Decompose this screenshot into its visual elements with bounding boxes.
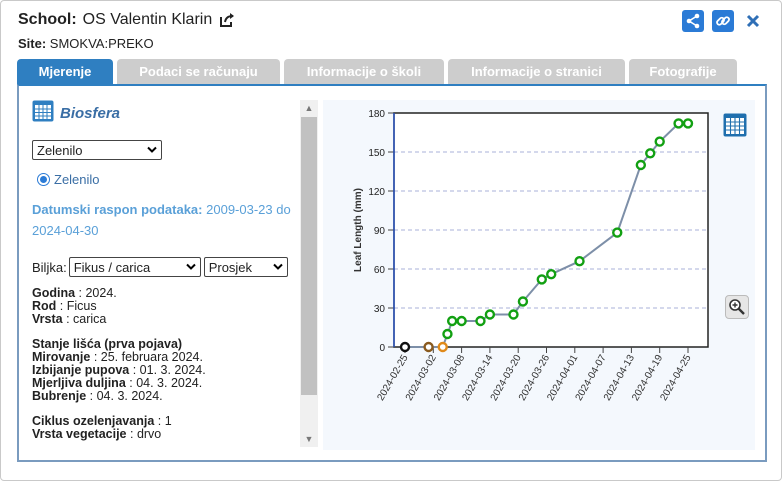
y-tick-label: 0 xyxy=(379,343,385,354)
date-range: Datumski raspon podataka: 2009-03-23 do … xyxy=(32,199,302,241)
data-point xyxy=(399,341,411,353)
info-cycle: Ciklus ozelenjavanja : 1 xyxy=(32,414,172,428)
copy-link-button[interactable] xyxy=(712,10,734,32)
plant-select[interactable]: Fikus / carica xyxy=(68,257,201,277)
data-point xyxy=(517,296,529,307)
tab-informacije-stranica[interactable]: Informacije o stranici xyxy=(448,59,625,84)
data-point xyxy=(654,136,665,147)
y-tick-label: 30 xyxy=(374,304,386,315)
chart-area: 0 30 60 90 120 150 180 2024-02-25 2024-03-02 2024… xyxy=(323,100,755,450)
link-icon xyxy=(716,16,730,26)
measurement-panel: Biosfera Zelenilo Zelenilo Datumski rasp… xyxy=(17,84,767,462)
info-budburst: Izbijanje pupova : 01. 3. 2024. xyxy=(32,363,206,377)
data-point xyxy=(673,118,684,129)
data-point xyxy=(423,341,434,353)
data-point xyxy=(574,255,585,267)
data-point xyxy=(442,328,453,340)
site-label: Site: xyxy=(18,36,47,51)
close-icon xyxy=(746,14,760,28)
y-tick-label: 60 xyxy=(374,265,386,276)
data-point xyxy=(645,148,656,159)
info-species: Vrsta : carica xyxy=(32,312,107,326)
info-genus: Rod : Ficus xyxy=(32,299,97,313)
site-line: Site: SMOKVA:PREKO xyxy=(18,36,764,51)
share-icon xyxy=(686,13,700,29)
date-range-value: 2009-03-23 do 2024-04-30 xyxy=(32,202,291,238)
radio-label: Zelenilo xyxy=(54,172,100,187)
plant-select-value: Fikus / carica xyxy=(73,259,151,275)
data-point xyxy=(546,268,557,280)
info-swelling: Bubrenje : 04. 3. 2024. xyxy=(32,389,163,403)
scroll-thumb[interactable] xyxy=(301,117,317,395)
data-point xyxy=(635,159,647,171)
y-tick-label: 150 xyxy=(368,148,385,159)
popup-header: School: OS Valentin Klarin Site: SMOKVA:… xyxy=(18,10,764,58)
chevron-down-icon xyxy=(147,146,157,153)
plant-info: Godina : 2024. Rod : Ficus Vrsta : caric… xyxy=(32,287,319,441)
plant-label: Biljka: xyxy=(32,259,67,275)
data-point xyxy=(484,309,496,320)
data-point xyxy=(437,341,448,353)
site-name: SMOKVA:PREKO xyxy=(49,36,154,51)
table-icon[interactable] xyxy=(32,100,54,126)
tab-podaci[interactable]: Podaci se računaju xyxy=(117,59,280,84)
info-vegetation: Vrsta vegetacije : drvo xyxy=(32,427,162,441)
header-actions xyxy=(682,10,764,32)
tab-mjerenje[interactable]: Mjerenje xyxy=(17,59,113,84)
plant-row: Biljka: Fikus / carica Prosjek xyxy=(32,257,319,277)
school-line: School: OS Valentin Klarin xyxy=(18,10,764,30)
close-button[interactable] xyxy=(742,10,764,32)
biosphere-heading: Biosfera xyxy=(32,100,319,126)
radio-option[interactable]: Zelenilo xyxy=(37,172,319,187)
info-year: Godina : 2024. xyxy=(32,286,117,300)
data-point xyxy=(446,315,458,327)
data-point xyxy=(612,227,623,238)
external-link-icon[interactable] xyxy=(218,11,236,29)
scroll-up-arrow-icon[interactable]: ▲ xyxy=(304,103,314,113)
data-point xyxy=(536,274,547,285)
chevron-down-icon xyxy=(272,263,283,270)
magnifier-plus-icon xyxy=(729,299,745,315)
info-measurable: Mjerljiva duljina : 04. 3. 2024. xyxy=(32,376,203,390)
aggregation-select-value: Prosjek xyxy=(208,259,253,275)
y-tick-label: 120 xyxy=(368,187,385,198)
tab-bar: Mjerenje Podaci se računaju Informacije … xyxy=(17,59,737,84)
chevron-down-icon xyxy=(185,263,196,270)
aggregation-select[interactable]: Prosjek xyxy=(203,257,288,277)
tab-informacije-skola[interactable]: Informacije o školi xyxy=(284,59,444,84)
y-tick-label: 90 xyxy=(374,226,386,237)
leaf-length-chart: 03060901201501802024-02-252024-03-022024… xyxy=(353,109,709,403)
table-icon xyxy=(723,113,747,137)
scroll-down-arrow-icon[interactable]: ▼ xyxy=(304,434,314,444)
data-table-button[interactable] xyxy=(723,113,747,142)
data-point xyxy=(682,118,694,129)
school-label: School: xyxy=(18,11,77,28)
y-axis-title: Leaf Length (mm) xyxy=(353,188,364,272)
protocol-select-value: Zelenilo xyxy=(37,142,83,158)
radio-button[interactable] xyxy=(37,173,50,186)
zoom-button[interactable] xyxy=(725,295,749,319)
date-range-label: Datumski raspon podataka: xyxy=(32,202,203,217)
left-pane: Biosfera Zelenilo Zelenilo Datumski rasp… xyxy=(19,86,319,446)
school-name: OS Valentin Klarin xyxy=(82,11,213,28)
y-tick-label: 180 xyxy=(368,109,385,120)
biosphere-title: Biosfera xyxy=(60,104,121,122)
left-scrollbar[interactable]: ▲ ▼ xyxy=(300,100,318,447)
protocol-select[interactable]: Zelenilo xyxy=(32,140,162,160)
share-button[interactable] xyxy=(682,10,704,32)
info-leaf-state: Stanje lišća (prva pojava) xyxy=(32,337,183,351)
data-point xyxy=(456,315,467,327)
data-point xyxy=(475,315,486,327)
info-dormancy: Mirovanje : 25. februara 2024. xyxy=(32,350,203,364)
data-point xyxy=(508,309,519,320)
tab-fotografije[interactable]: Fotografije xyxy=(629,59,737,84)
